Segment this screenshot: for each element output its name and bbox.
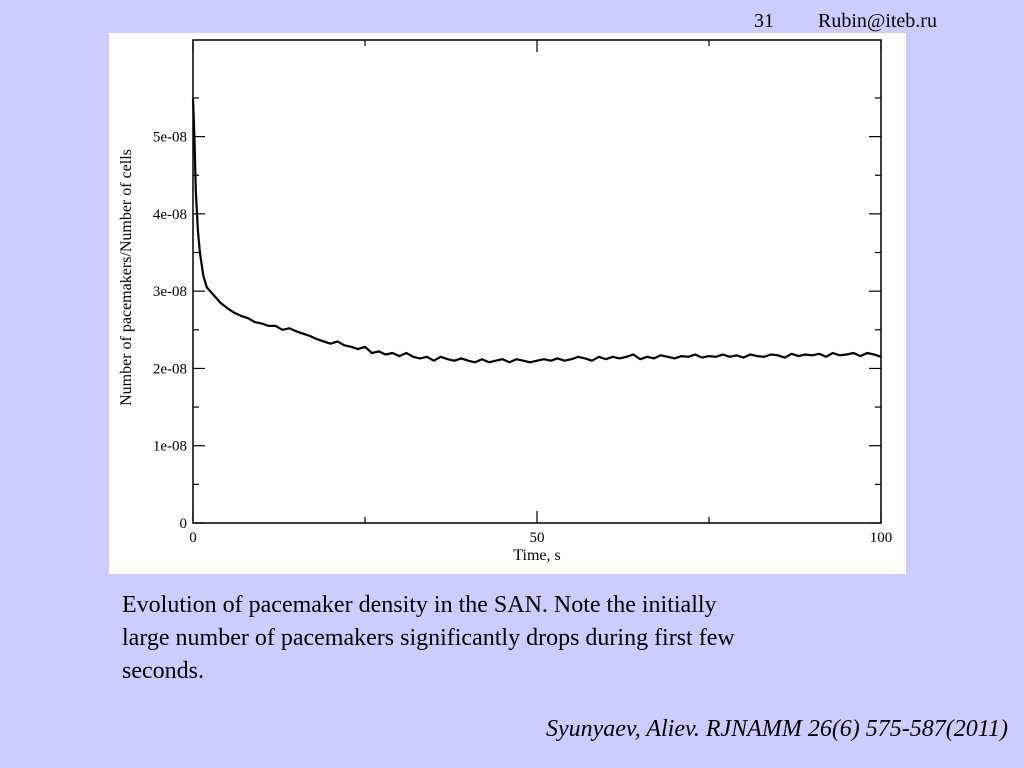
pacemaker-density-chart: 0 50 100 0 1e-08 2e-08 3e-08 4e-08 5e-08 Time, s N… [118,39,893,564]
y-tick-label: 4e-08 [153,207,187,223]
x-tick-label: 100 [870,530,893,546]
chart-figure: 0 50 100 0 1e-08 2e-08 3e-08 4e-08 5e-08 Time, s N… [109,33,906,574]
author-email: Rubin@iteb.ru [818,10,937,32]
x-axis-label: Time, s [513,547,560,564]
plot-frame [192,39,882,524]
y-tick-label: 2e-08 [153,361,187,377]
y-tick-label: 0 [180,516,188,532]
y-tick-label: 5e-08 [153,130,187,146]
citation: Syunyaev, Aliev. RJNAMM 26(6) 575-587(20… [545,716,1008,742]
series-line-0 [191,97,882,364]
slide-number: 31 [754,10,774,32]
x-tick-label: 0 [189,530,197,546]
y-tick-label: 1e-08 [153,439,187,455]
figure-caption: Evolution of pacemaker density in the SA… [122,592,735,684]
x-tick-label: 50 [530,530,545,546]
y-tick-label: 3e-08 [153,284,187,300]
y-axis-label: Number of pacemakers/Number of cells [118,149,135,406]
